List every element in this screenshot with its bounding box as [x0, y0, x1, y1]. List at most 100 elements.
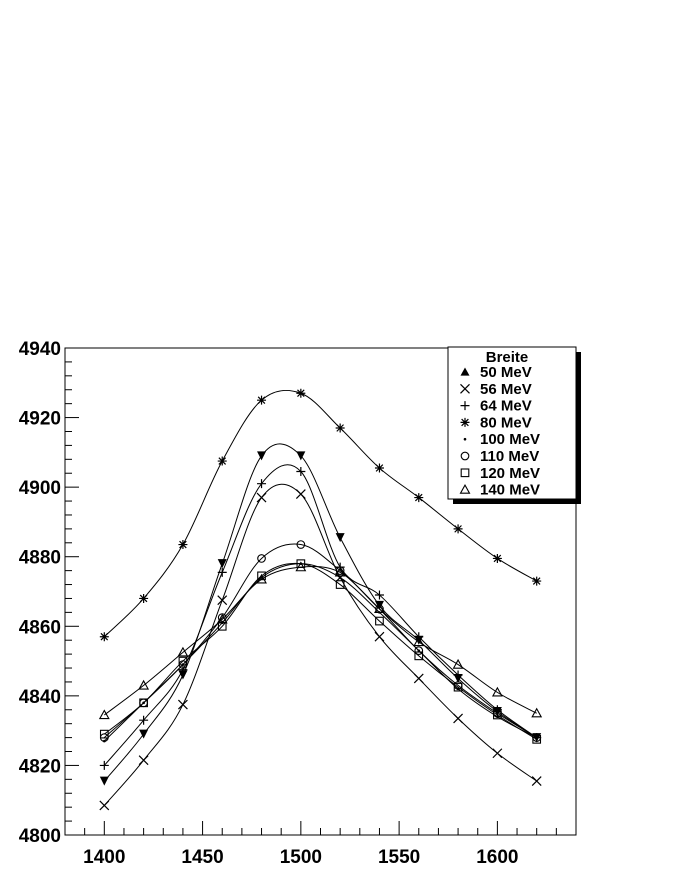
- legend-marker-100-mev: [463, 437, 467, 441]
- data-point-140-mev: [98, 709, 110, 720]
- data-point-64-mev: [453, 670, 463, 680]
- data-point-120-mev: [99, 729, 109, 739]
- data-point-56-mev: [413, 673, 424, 684]
- data-point-120-mev: [453, 682, 463, 692]
- series-markers: [98, 388, 543, 811]
- data-point-140-mev: [334, 566, 346, 577]
- y-tick-label: 4800: [19, 826, 61, 847]
- data-point-140-mev: [491, 686, 503, 697]
- data-point-140-mev: [256, 573, 267, 584]
- legend-label-110-mev: 110 MeV: [480, 448, 539, 465]
- data-point-50-mev: [99, 776, 109, 786]
- data-point-140-mev: [216, 613, 228, 624]
- legend-marker-80-mev: [460, 417, 470, 427]
- data-point-50-mev: [257, 451, 267, 461]
- data-point-110-mev: [296, 540, 306, 549]
- data-point-80-mev: [453, 524, 463, 534]
- y-tick-label: 4880: [19, 548, 61, 569]
- y-tick-label: 4940: [19, 339, 61, 360]
- data-point-56-mev: [492, 748, 503, 759]
- data-point-80-mev: [99, 632, 109, 642]
- data-point-120-mev: [375, 616, 384, 626]
- x-tick-label: 1450: [181, 847, 223, 868]
- axes: 1400 1450 1500 1550 1600 4800 4820 4840 4860 4880…: [19, 339, 577, 868]
- data-point-56-mev: [531, 776, 542, 787]
- y-tick-label: 4860: [19, 617, 61, 638]
- data-point-80-mev: [532, 576, 542, 586]
- series-line-64-mev: [103, 464, 537, 766]
- data-point-80-mev: [217, 456, 227, 466]
- data-point-140-mev: [295, 561, 307, 572]
- data-point-50-mev: [217, 559, 227, 569]
- y-tick-label: 4820: [19, 756, 61, 777]
- data-point-64-mev: [99, 760, 109, 770]
- x-tick-label: 1500: [280, 847, 322, 868]
- data-point-80-mev: [139, 593, 149, 603]
- data-point-140-mev: [413, 636, 425, 647]
- data-point-56-mev: [99, 800, 110, 811]
- legend-marker-64-mev: [460, 401, 470, 411]
- data-point-64-mev: [217, 567, 227, 577]
- data-point-64-mev: [374, 590, 384, 600]
- data-point-100-mev: [535, 736, 538, 739]
- data-point-100-mev: [417, 649, 421, 652]
- x-tick-label: 1400: [83, 847, 125, 868]
- data-point-140-mev: [177, 646, 189, 657]
- data-point-120-mev: [414, 651, 424, 661]
- data-point-120-mev: [257, 571, 266, 581]
- legend-label-64-mev: 64 MeV: [480, 398, 532, 415]
- legend-marker-110-mev: [460, 451, 470, 461]
- data-point-56-mev: [217, 595, 228, 606]
- series-line-140-mev: [104, 565, 537, 716]
- data-point-100-mev: [142, 701, 145, 705]
- y-tick-label: 4840: [19, 687, 61, 708]
- data-point-120-mev: [139, 698, 148, 708]
- legend-marker-56-mev: [460, 383, 470, 394]
- data-point-140-mev: [374, 603, 385, 614]
- data-point-120-mev: [178, 656, 188, 666]
- data-point-56-mev: [295, 489, 306, 500]
- data-point-120-mev: [296, 559, 306, 569]
- legend-label-56-mev: 56 MeV: [480, 381, 532, 398]
- data-point-64-mev: [178, 665, 188, 675]
- legend-label-50-mev: 50 MeV: [480, 364, 532, 381]
- data-point-56-mev: [453, 713, 464, 724]
- x-tick-label: 1550: [378, 847, 420, 868]
- data-point-80-mev: [296, 388, 306, 398]
- data-point-140-mev: [138, 679, 150, 690]
- data-point-56-mev: [177, 699, 188, 710]
- data-point-140-mev: [531, 707, 543, 718]
- data-point-50-mev: [335, 533, 345, 543]
- data-point-110-mev: [257, 554, 266, 563]
- data-point-56-mev: [256, 492, 267, 503]
- data-point-80-mev: [374, 463, 384, 473]
- y-tick-label: 4900: [19, 478, 61, 499]
- legend-marker-50-mev: [460, 367, 470, 376]
- legend-label-140-mev: 140 MeV: [480, 482, 540, 499]
- data-point-50-mev: [296, 451, 306, 461]
- legend-title: Breite: [486, 349, 529, 366]
- data-point-100-mev: [338, 576, 342, 579]
- series-line-120-mev: [103, 562, 537, 740]
- legend-label-120-mev: 120 MeV: [480, 465, 540, 482]
- legend-marker-140-mev: [459, 483, 471, 494]
- data-point-64-mev: [139, 715, 149, 725]
- data-point-140-mev: [452, 658, 464, 669]
- data-point-56-mev: [374, 631, 385, 642]
- data-point-80-mev: [492, 553, 502, 563]
- data-point-56-mev: [138, 755, 149, 766]
- legend-label-80-mev: 80 MeV: [480, 414, 532, 431]
- data-point-120-mev: [335, 580, 345, 589]
- data-point-64-mev: [257, 479, 267, 489]
- data-point-64-mev: [296, 466, 306, 476]
- y-tick-label: 4920: [19, 409, 61, 430]
- data-point-80-mev: [257, 395, 267, 405]
- data-point-120-mev: [532, 734, 542, 744]
- data-point-80-mev: [414, 493, 424, 503]
- data-point-110-mev: [414, 646, 424, 655]
- x-tick-label: 1600: [476, 847, 518, 868]
- legend-label-100-mev: 100 MeV: [480, 431, 540, 448]
- series-line-100-mev: [103, 563, 537, 742]
- data-point-50-mev: [178, 670, 188, 680]
